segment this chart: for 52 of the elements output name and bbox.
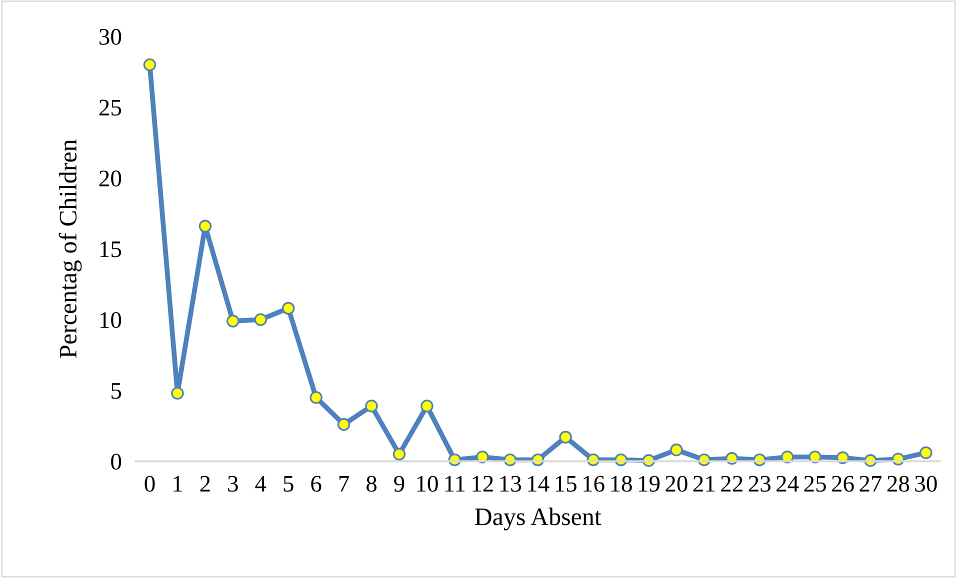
point (226, 314, 240, 328)
y-axis-title: Percentag of Children (58, 140, 82, 358)
point (392, 448, 406, 461)
y-tick-label: 15 (100, 241, 122, 258)
x-tick-label: 13 (500, 476, 521, 492)
x-tick-label: 26 (832, 476, 854, 492)
point (310, 391, 322, 404)
x-tick-label: 14 (528, 476, 550, 492)
x-tick-label: 22 (721, 476, 742, 492)
x-tick-label: 11 (445, 476, 465, 492)
y-tick-label: 5 (112, 383, 122, 399)
point (143, 58, 156, 72)
x-tick-label: 19 (638, 476, 660, 492)
x-tick-label: 9 (394, 476, 404, 492)
x-tick-label: 7 (339, 476, 350, 492)
y-tick-label: 30 (100, 28, 122, 45)
y-tick-label: 20 (99, 170, 122, 186)
point (670, 444, 683, 456)
y-tick-label: 10 (100, 312, 122, 328)
x-tick-label: 16 (584, 476, 604, 492)
x-tick-label: 15 (556, 476, 576, 492)
point (171, 386, 184, 400)
point (282, 302, 295, 315)
x-tick-label: 2 (200, 476, 210, 492)
point (198, 220, 212, 233)
y-tick-label: 25 (99, 100, 122, 116)
x-tick-label: 20 (666, 476, 688, 492)
point (337, 418, 350, 431)
x-tick-label: 6 (311, 476, 322, 492)
point (365, 400, 378, 412)
x-tick-label: 4 (255, 476, 266, 492)
x-tick-label: 30 (915, 476, 937, 492)
point (559, 430, 572, 444)
x-tick-label: 21 (693, 476, 715, 492)
x-tick-label: 12 (472, 476, 493, 492)
point (254, 313, 268, 326)
x-tick-label: 5 (284, 476, 294, 492)
x-tick-label: 10 (417, 476, 438, 492)
point (920, 446, 932, 460)
x-axis-title: Days Absent (475, 508, 602, 530)
point (420, 400, 434, 412)
x-tick-label: 1 (174, 476, 182, 492)
x-tick-label: 8 (366, 476, 377, 492)
x-tick-label: 3 (228, 476, 238, 492)
x-tick-label: 28 (887, 476, 910, 492)
x-tick-label: 0 (144, 476, 155, 492)
x-tick-label: 24 (776, 476, 799, 492)
x-tick-label: 25 (804, 476, 826, 492)
x-tick-label: 18 (611, 476, 632, 492)
x-tick-label: 27 (860, 476, 882, 492)
y-tick-label: 0 (111, 454, 122, 470)
x-tick-label: 23 (748, 476, 770, 492)
